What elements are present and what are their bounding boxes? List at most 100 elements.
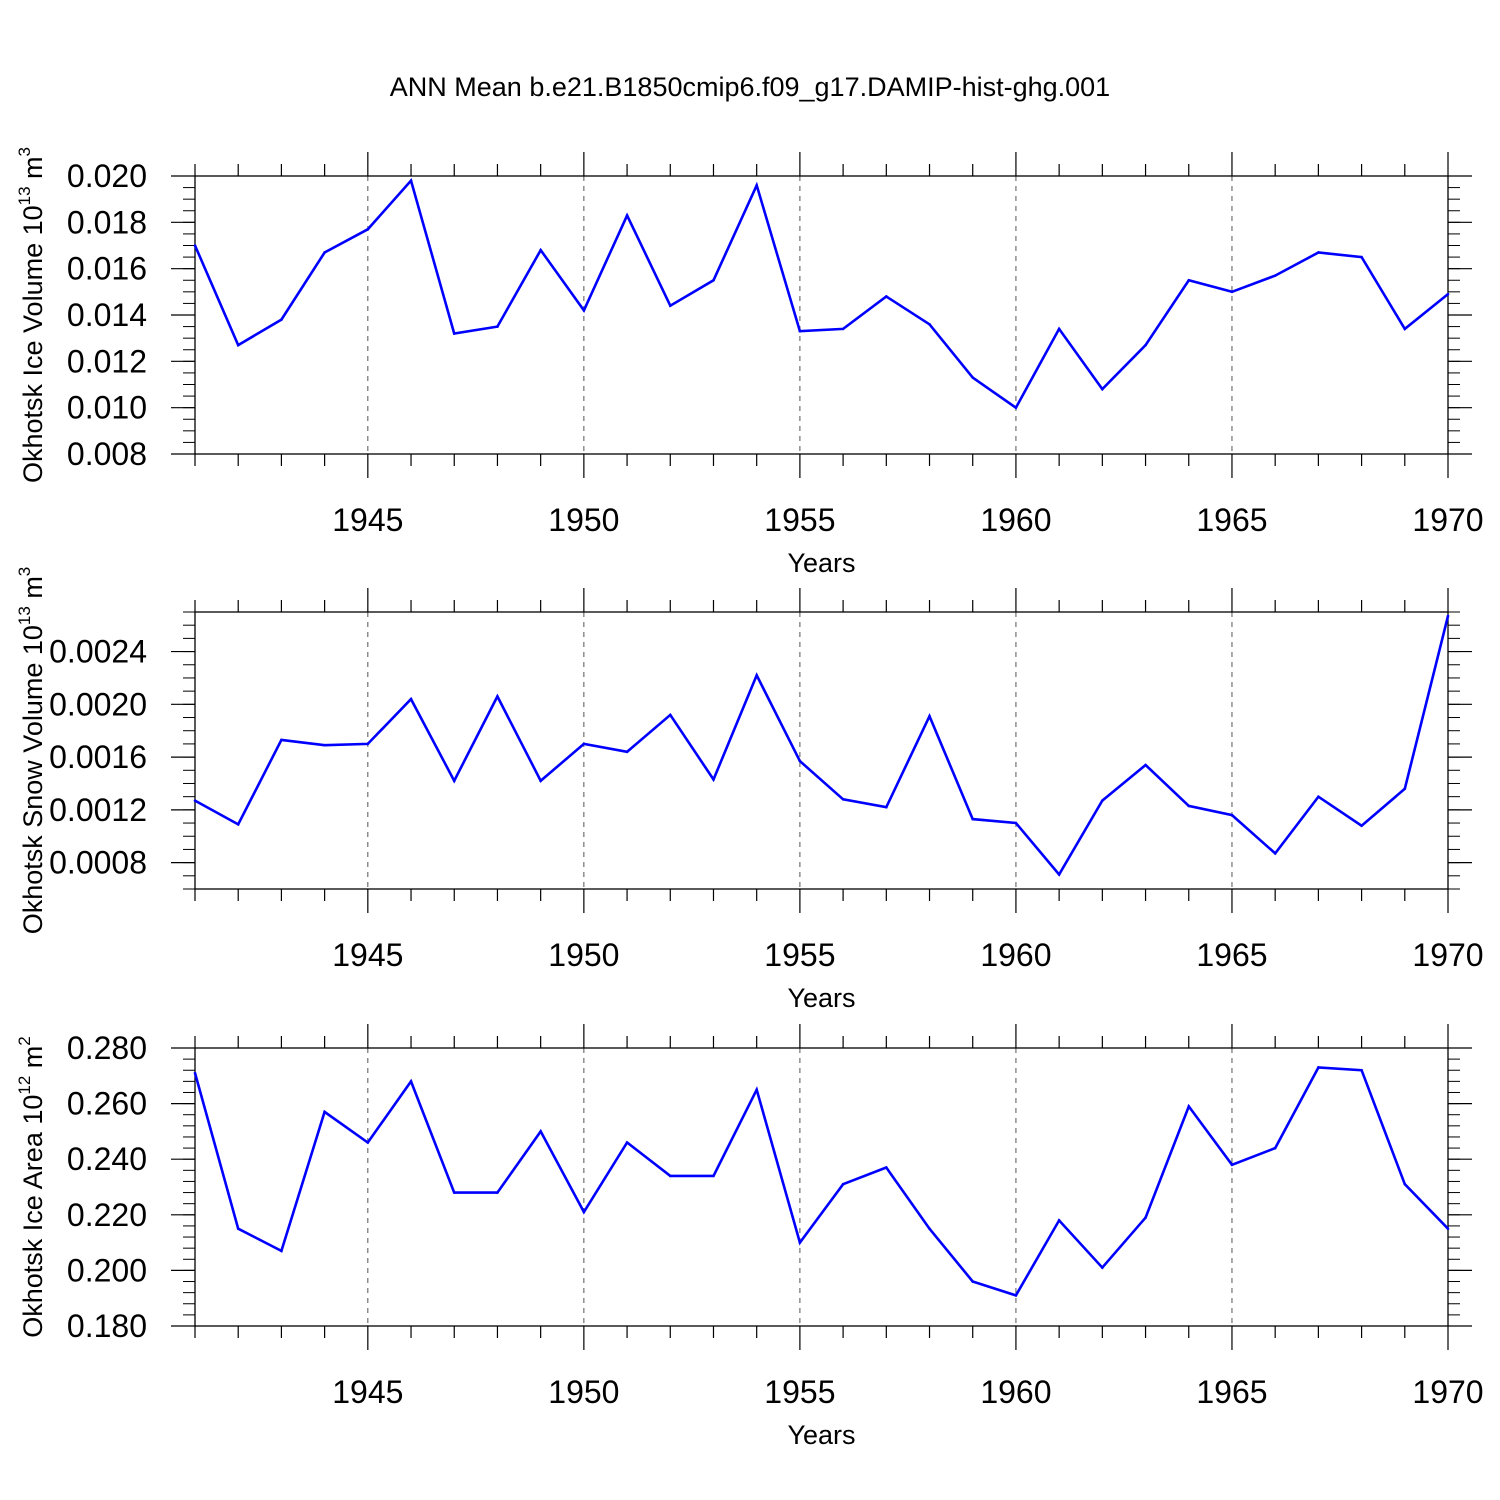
- data-series-line: [194, 615, 1450, 877]
- data-point: [1057, 327, 1061, 331]
- data-point: [1187, 804, 1191, 808]
- x-tick-label: 1950: [548, 1374, 619, 1410]
- y-tick-label: 0.020: [67, 158, 147, 194]
- data-point: [1403, 1182, 1407, 1186]
- x-tick-label: 1965: [1196, 502, 1267, 538]
- data-point: [193, 244, 197, 247]
- data-point: [971, 376, 975, 379]
- data-point: [755, 183, 758, 187]
- data-point: [798, 329, 802, 333]
- data-point: [1014, 406, 1018, 409]
- x-tick-label: 1960: [980, 937, 1051, 973]
- plot-frame: [194, 1047, 1449, 1327]
- y-tick-label: 0.0012: [49, 792, 147, 828]
- data-point: [841, 1182, 845, 1186]
- x-tick-label: 1965: [1196, 937, 1267, 973]
- y-tick-label: 0.240: [67, 1141, 147, 1177]
- y-tick-label: 0.014: [67, 297, 147, 333]
- data-point: [885, 1166, 888, 1169]
- x-tick-label: 1970: [1412, 937, 1483, 973]
- data-point: [193, 1071, 197, 1075]
- x-tick-label: 1960: [980, 502, 1051, 538]
- data-point: [668, 304, 672, 308]
- y-axis-title: Okhotsk Snow Volume 1013 m3: [15, 567, 48, 935]
- data-point: [582, 309, 586, 312]
- data-point: [1360, 255, 1363, 259]
- x-tick-label: 1965: [1196, 1374, 1267, 1410]
- data-point: [1273, 274, 1277, 277]
- y-tick-label: 0.010: [67, 390, 147, 426]
- data-point: [841, 327, 845, 331]
- y-tick-label: 0.260: [67, 1086, 147, 1122]
- data-point: [668, 1174, 672, 1178]
- y-tick-label: 0.016: [67, 251, 147, 287]
- data-point: [1144, 1216, 1147, 1219]
- data-point: [625, 750, 629, 754]
- y-tick-label: 0.0024: [49, 634, 147, 670]
- y-tick-label: 0.0016: [49, 739, 147, 775]
- data-point: [1101, 387, 1104, 391]
- data-point: [323, 743, 326, 747]
- y-tick-label: 0.018: [67, 204, 147, 240]
- data-point: [193, 799, 197, 802]
- data-point: [1187, 278, 1191, 282]
- x-tick-label: 1955: [764, 937, 835, 973]
- data-point: [236, 1227, 240, 1230]
- y-tick-label: 0.200: [67, 1252, 147, 1288]
- chart-panel-ice-volume: 0.008 0.010 0.012 0.014 0.016 0.018 0.020 1945 1…: [15, 147, 1484, 578]
- data-point: [1014, 1294, 1018, 1297]
- data-point: [496, 325, 499, 328]
- plot-frame: [194, 611, 1449, 890]
- data-point: [1144, 763, 1147, 767]
- data-point: [496, 1191, 499, 1194]
- chart-panel-snow-volume: 0.0008 0.0012 0.0016 0.0020 0.0024 1945 1950 19…: [15, 567, 1484, 1013]
- data-point: [928, 714, 931, 718]
- data-point: [1230, 290, 1234, 294]
- data-point: [366, 1141, 370, 1144]
- y-axis-title: Okhotsk Ice Volume 1013 m3: [15, 147, 48, 483]
- x-tick-label: 1945: [332, 502, 403, 538]
- y-tick-label: 0.0008: [49, 845, 147, 881]
- data-point: [1144, 343, 1147, 347]
- data-point: [582, 1210, 586, 1214]
- data-point: [280, 738, 283, 742]
- data-point: [1273, 852, 1277, 855]
- data-point: [280, 318, 283, 321]
- data-point: [1273, 1146, 1277, 1150]
- data-point: [452, 332, 456, 335]
- figure-title: ANN Mean b.e21.B1850cmip6.f09_g17.DAMIP-…: [389, 72, 1111, 102]
- data-point: [280, 1249, 283, 1253]
- data-point: [1317, 795, 1320, 798]
- data-series-line: [193, 1066, 1449, 1297]
- x-tick-label: 1945: [332, 1374, 403, 1410]
- data-point: [496, 695, 499, 698]
- x-tick-label: 1960: [980, 1374, 1051, 1410]
- data-point: [928, 1227, 931, 1230]
- y-tick-label: 0.180: [67, 1308, 147, 1344]
- data-point: [1187, 1105, 1191, 1108]
- data-point: [625, 1141, 629, 1144]
- data-point: [1360, 824, 1363, 827]
- data-point: [236, 343, 240, 347]
- x-tick-label: 1950: [548, 502, 619, 538]
- data-point: [452, 779, 456, 783]
- x-axis-title: Years: [787, 548, 855, 578]
- data-point: [1230, 1163, 1234, 1167]
- y-tick-label: 0.220: [67, 1197, 147, 1233]
- x-tick-label: 1955: [764, 1374, 835, 1410]
- data-point: [539, 779, 542, 783]
- data-point: [1057, 873, 1061, 876]
- data-point: [798, 759, 802, 763]
- data-point: [409, 1080, 413, 1083]
- x-tick-label: 1955: [764, 502, 835, 538]
- data-point: [668, 713, 672, 717]
- data-point: [539, 1130, 542, 1133]
- data-point: [236, 823, 240, 826]
- data-point: [366, 227, 370, 231]
- data-point: [1446, 1227, 1450, 1230]
- data-point: [1230, 813, 1234, 817]
- data-point: [1101, 799, 1104, 802]
- x-axis-title: Years: [787, 983, 855, 1013]
- data-point: [539, 248, 542, 252]
